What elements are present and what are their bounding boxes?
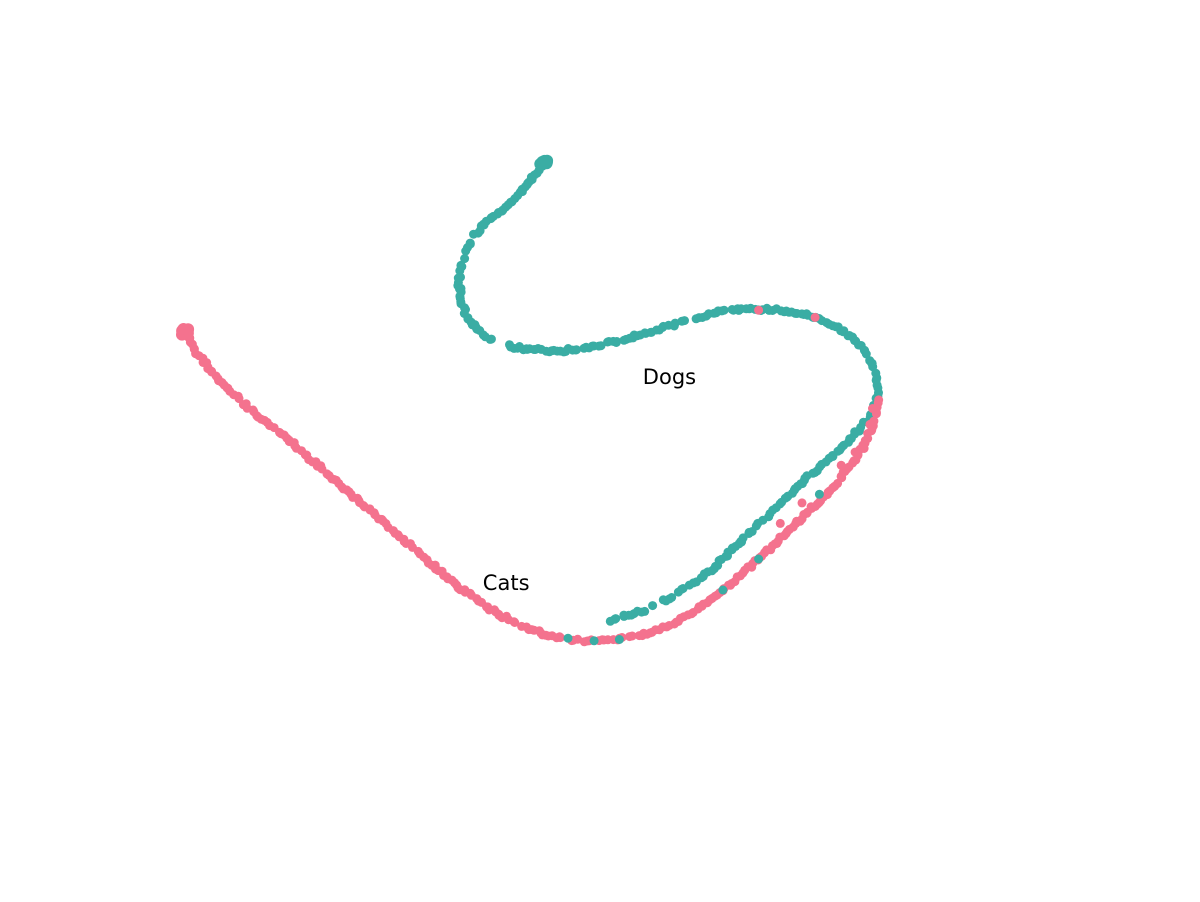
data-point [538, 154, 551, 167]
series-1 [176, 323, 884, 647]
data-point [605, 616, 615, 626]
points-layer [176, 154, 884, 647]
data-point [627, 631, 637, 641]
data-point [181, 324, 194, 337]
data-point [868, 404, 877, 413]
data-point [460, 254, 470, 264]
data-point [469, 229, 478, 239]
data-point [589, 636, 599, 646]
data-point [836, 460, 846, 470]
data-point [572, 345, 581, 355]
data-point [658, 595, 668, 605]
data-point [596, 341, 606, 351]
data-point [754, 305, 764, 315]
data-point [612, 337, 622, 346]
mixed-points [563, 305, 877, 646]
data-point [814, 489, 824, 499]
data-point [461, 246, 471, 256]
data-point [810, 312, 820, 322]
data-point [719, 305, 729, 315]
data-point [673, 587, 683, 597]
data-point [510, 618, 520, 627]
data-point [874, 395, 884, 405]
series-0 [453, 154, 883, 626]
data-point [680, 316, 689, 326]
cluster-label-cats: Cats [483, 571, 530, 595]
data-point [563, 633, 573, 643]
data-point [555, 633, 565, 643]
data-point [865, 419, 875, 429]
data-point [648, 601, 658, 611]
data-point [850, 447, 860, 457]
data-point [775, 518, 785, 528]
data-point [614, 635, 624, 644]
data-point [754, 554, 764, 564]
data-point [619, 611, 629, 621]
data-point [718, 585, 728, 595]
data-point [797, 498, 807, 508]
data-point [486, 334, 496, 344]
cluster-label-dogs: Dogs [643, 365, 696, 389]
